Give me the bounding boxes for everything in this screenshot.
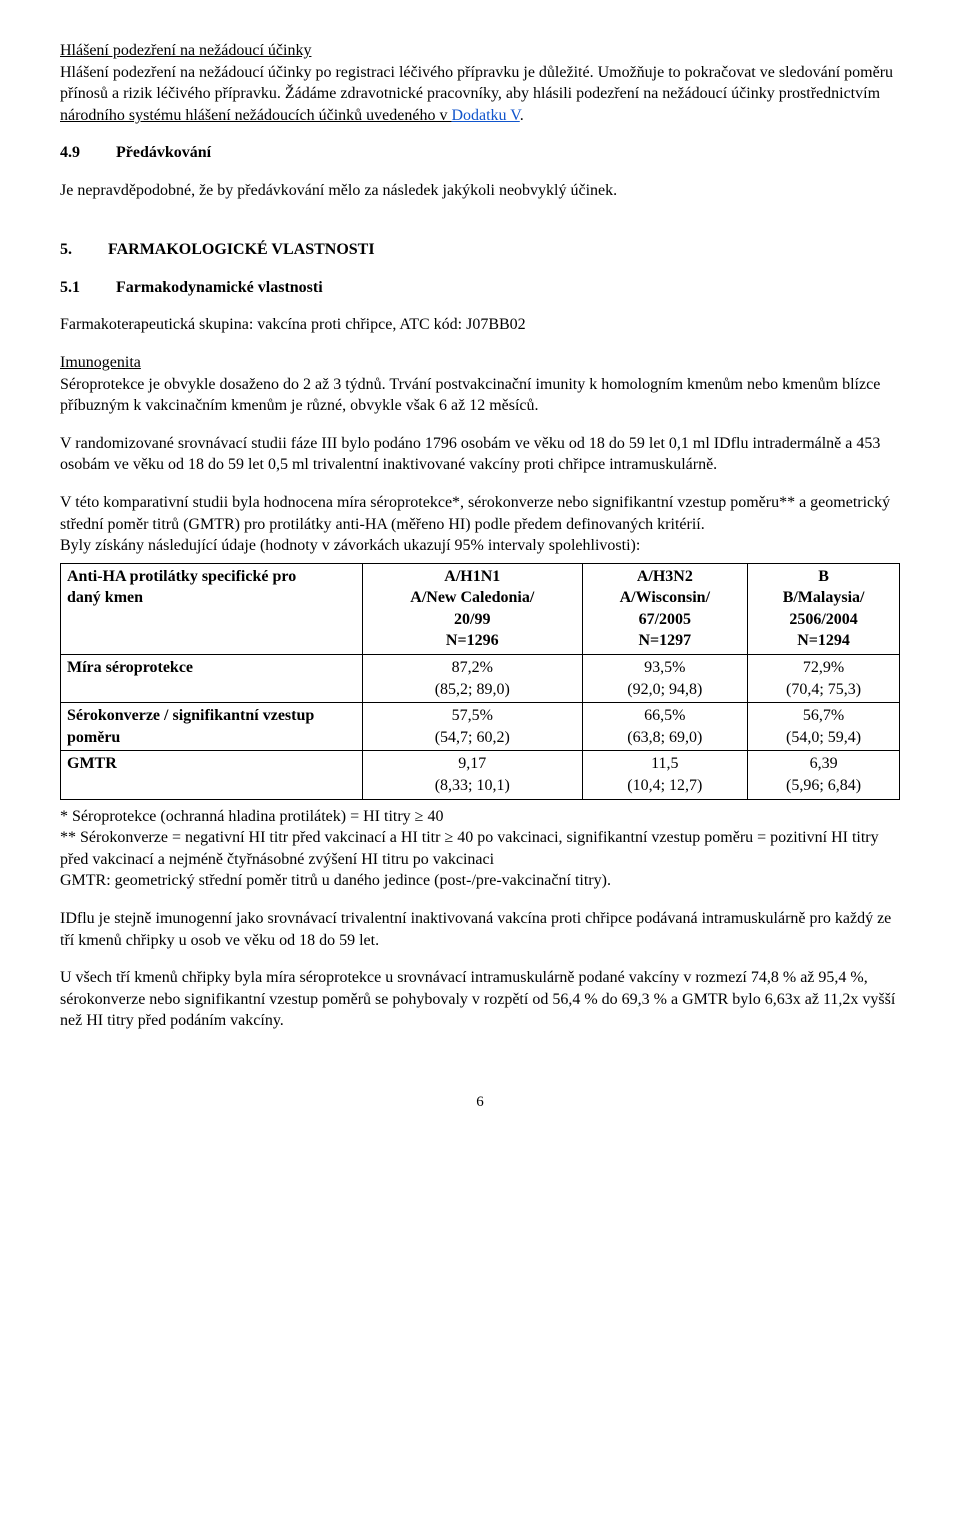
cell: 57,5% (54,7; 60,2) <box>363 703 582 751</box>
after-paragraph-1: IDflu je stejně imunogenní jako srovnáva… <box>60 908 900 951</box>
immunogenicity-block: Imunogenita Séroprotekce je obvykle dosa… <box>60 352 900 417</box>
immunogenicity-heading: Imunogenita <box>60 354 141 371</box>
section-5-title: FARMAKOLOGICKÉ VLASTNOSTI <box>108 241 375 258</box>
row-label: Sérokonverze / signifikantní vzestup pom… <box>61 703 363 751</box>
reporting-text-underline: národního systému hlášení nežádoucích úč… <box>60 107 451 124</box>
immunogenicity-text: Séroprotekce je obvykle dosaženo do 2 až… <box>60 376 880 415</box>
appendix-v-link[interactable]: Dodatku V <box>451 107 519 124</box>
after-paragraph-2: U všech tří kmenů chřipky byla míra séro… <box>60 967 900 1032</box>
section-5-1-num: 5.1 <box>60 277 80 299</box>
table-row: Míra séroprotekce 87,2% (85,2; 89,0) 93,… <box>61 655 900 703</box>
pharmaco-group: Farmakoterapeutická skupina: vakcína pro… <box>60 314 900 336</box>
section-5-1-heading: 5.1 Farmakodynamické vlastnosti <box>60 277 900 299</box>
table-col2-header: A/H3N2 A/Wisconsin/ 67/2005 N=1297 <box>582 563 748 654</box>
section-reporting: Hlášení podezření na nežádoucí účinky Hl… <box>60 40 900 126</box>
footnote-2: ** Sérokonverze = negativní HI titr před… <box>60 827 900 870</box>
section-4-9-title: Předávkování <box>116 144 211 161</box>
study-paragraph-2: V této komparativní studii byla hodnocen… <box>60 492 900 535</box>
cell: 93,5% (92,0; 94,8) <box>582 655 748 703</box>
page-number: 6 <box>60 1092 900 1112</box>
table-header-row: Anti-HA protilátky specifické pro daný k… <box>61 563 900 654</box>
cell: 9,17 (8,33; 10,1) <box>363 751 582 799</box>
table-row: Sérokonverze / signifikantní vzestup pom… <box>61 703 900 751</box>
reporting-heading: Hlášení podezření na nežádoucí účinky <box>60 42 311 59</box>
row-label: GMTR <box>61 751 363 799</box>
cell: 87,2% (85,2; 89,0) <box>363 655 582 703</box>
section-5-num: 5. <box>60 239 72 261</box>
table-row: GMTR 9,17 (8,33; 10,1) 11,5 (10,4; 12,7)… <box>61 751 900 799</box>
cell: 56,7% (54,0; 59,4) <box>748 703 900 751</box>
footnote-1: * Séroprotekce (ochranná hladina protilá… <box>60 806 900 828</box>
cell: 11,5 (10,4; 12,7) <box>582 751 748 799</box>
cell: 6,39 (5,96; 6,84) <box>748 751 900 799</box>
section-4-9-num: 4.9 <box>60 142 80 164</box>
antibody-table: Anti-HA protilátky specifické pro daný k… <box>60 563 900 800</box>
table-col3-header: B B/Malaysia/ 2506/2004 N=1294 <box>748 563 900 654</box>
section-5-1-title: Farmakodynamické vlastnosti <box>116 279 323 296</box>
section-4-9-body: Je nepravděpodobné, že by předávkování m… <box>60 180 900 202</box>
row-label: Míra séroprotekce <box>61 655 363 703</box>
table-col0-header: Anti-HA protilátky specifické pro daný k… <box>61 563 363 654</box>
cell: 72,9% (70,4; 75,3) <box>748 655 900 703</box>
study-paragraph-3: Byly získány následující údaje (hodnoty … <box>60 535 900 557</box>
reporting-text-after: . <box>520 107 524 124</box>
table-col1-header: A/H1N1 A/New Caledonia/ 20/99 N=1296 <box>363 563 582 654</box>
section-4-9-heading: 4.9 Předávkování <box>60 142 900 164</box>
cell: 66,5% (63,8; 69,0) <box>582 703 748 751</box>
study-paragraph-1: V randomizované srovnávací studii fáze I… <box>60 433 900 476</box>
reporting-text-1: Hlášení podezření na nežádoucí účinky po… <box>60 64 893 103</box>
footnote-3: GMTR: geometrický střední poměr titrů u … <box>60 870 900 892</box>
section-5-heading: 5. FARMAKOLOGICKÉ VLASTNOSTI <box>60 239 900 261</box>
